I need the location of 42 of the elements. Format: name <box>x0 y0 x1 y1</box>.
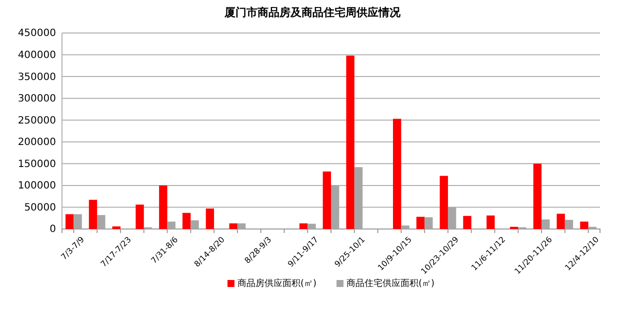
y-tick-label: 200000 <box>18 137 56 148</box>
bar <box>112 226 120 229</box>
y-tick-label: 100000 <box>18 180 56 192</box>
bar <box>299 223 308 229</box>
bar <box>74 214 82 229</box>
y-tick-label: 350000 <box>18 72 56 83</box>
bar <box>486 216 495 229</box>
bar <box>66 214 74 229</box>
bar <box>401 226 410 229</box>
bar <box>182 212 191 229</box>
bar <box>97 215 106 229</box>
bar <box>533 164 542 229</box>
bar <box>206 208 214 229</box>
bar <box>440 176 448 229</box>
bar <box>392 118 402 229</box>
y-tick-label: 50000 <box>24 202 56 214</box>
bar <box>416 216 425 229</box>
bar <box>580 222 588 229</box>
y-tick-label: 0 <box>50 224 56 236</box>
bar <box>190 220 199 229</box>
chart-title: 厦门市商品房及商品住宅周供应情况 <box>224 6 402 19</box>
y-tick-label: 450000 <box>18 28 56 40</box>
bar <box>556 214 565 229</box>
y-tick-label: 250000 <box>18 115 56 126</box>
bar <box>167 222 176 229</box>
bar <box>308 224 316 229</box>
bar <box>542 219 550 229</box>
y-tick-label: 300000 <box>18 94 56 105</box>
bar <box>346 56 354 229</box>
legend-label: 商品房供应面积(㎡) <box>237 278 316 289</box>
bar <box>88 200 98 229</box>
bar <box>564 220 574 229</box>
legend-label: 商品住宅供应面积(㎡) <box>346 278 435 289</box>
bar <box>159 185 168 229</box>
y-tick-label: 400000 <box>18 50 56 61</box>
bar <box>424 217 433 229</box>
bar <box>322 172 331 229</box>
bar <box>136 204 144 229</box>
bar <box>229 223 238 229</box>
y-tick-label: 150000 <box>18 158 56 170</box>
bar <box>463 216 472 229</box>
bar <box>237 223 246 229</box>
